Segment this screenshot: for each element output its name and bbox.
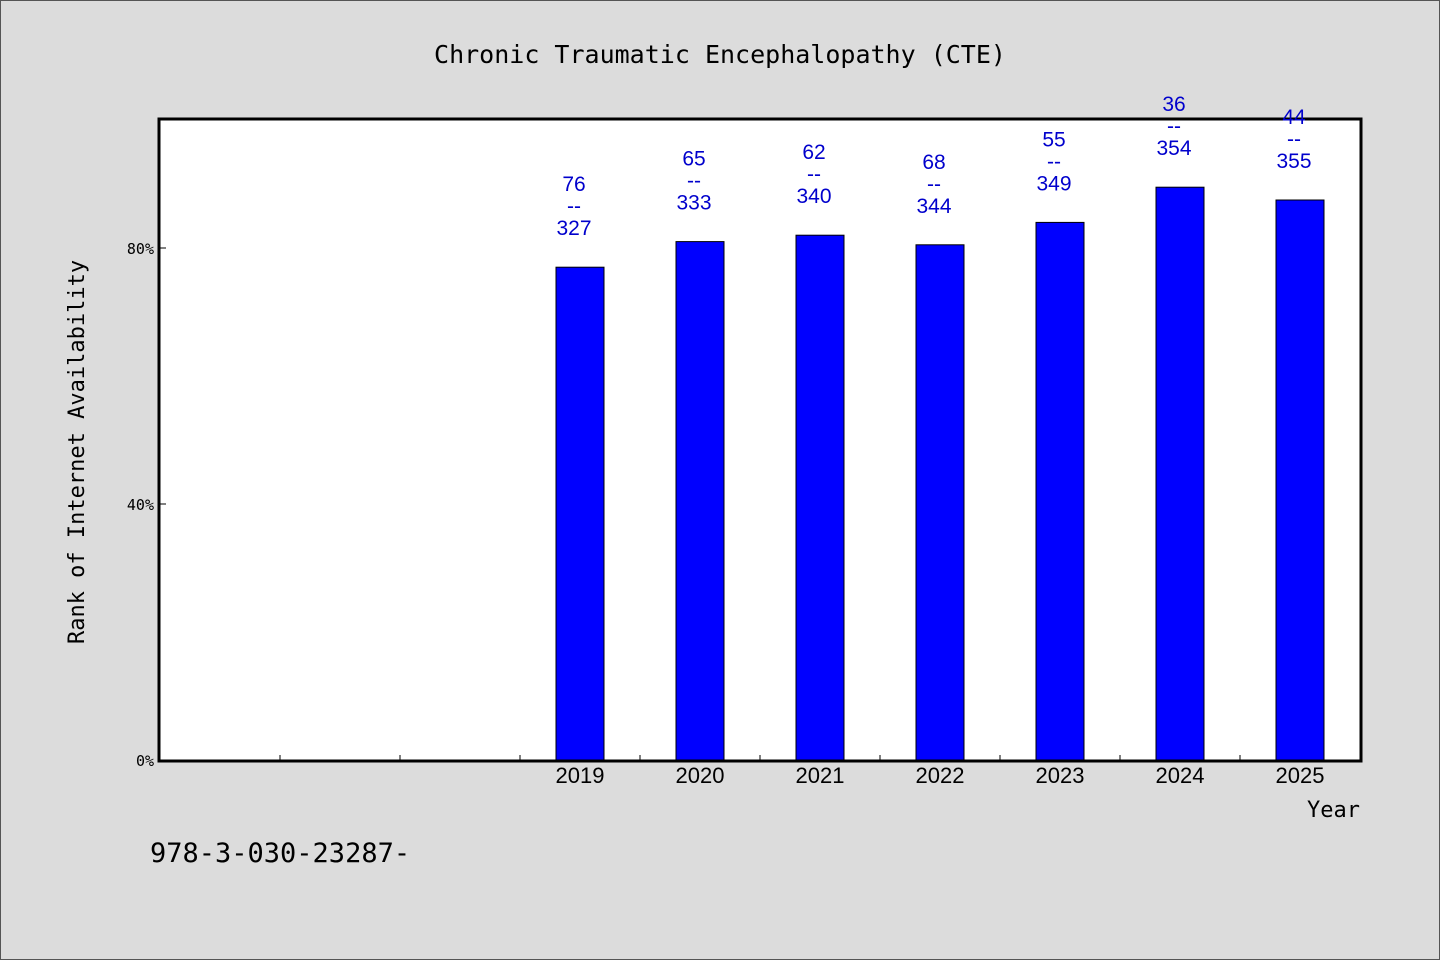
bar-data-label: 44 [1282, 106, 1306, 129]
bar-data-label: -- [927, 173, 941, 196]
x-tick-label: 2022 [916, 763, 965, 788]
bar-data-label: -- [567, 195, 581, 218]
bar-data-label: 62 [802, 141, 825, 164]
footer-isbn-text: 978-3-030-23287- [150, 838, 410, 869]
bar-data-label: -- [1287, 128, 1301, 151]
x-ticks-group: 2019 2020 2021 2022 2023 2024 2025 [279, 755, 1325, 788]
bar-data-label: 327 [556, 217, 591, 240]
bar-2024 [1155, 186, 1205, 761]
bar-data-label: 65 [682, 148, 705, 171]
bar-data-label: 68 [922, 151, 945, 174]
bar-labels-group: 76--32765--33362--34068--34455--34936--3… [556, 93, 1311, 240]
bar-2019 [555, 266, 605, 761]
bar-2023 [1035, 221, 1085, 761]
bars-group [555, 186, 1325, 761]
y-ticks-group: 0% 40% 80% [127, 240, 166, 770]
bar-data-label: -- [807, 163, 821, 186]
y-tick-label: 40% [127, 496, 154, 514]
bar-data-label: -- [1047, 150, 1061, 173]
bar-2020 [675, 241, 725, 761]
x-tick-label: 2024 [1156, 763, 1205, 788]
bar-data-label: 76 [562, 173, 585, 196]
chart-title: Chronic Traumatic Encephalopathy (CTE) [434, 40, 1006, 69]
bar-data-label: 340 [796, 185, 831, 208]
bar-data-label: 333 [676, 192, 711, 215]
bar-2025 [1275, 199, 1325, 761]
x-tick-label: 2025 [1276, 763, 1325, 788]
bar-data-label: 354 [1156, 137, 1191, 160]
bar-data-label: -- [1167, 115, 1181, 138]
bar-data-label: 55 [1042, 128, 1065, 151]
x-tick-label: 2021 [796, 763, 845, 788]
x-tick-label: 2019 [556, 763, 605, 788]
bar-2022 [915, 244, 965, 761]
x-tick-label: 2023 [1036, 763, 1085, 788]
y-axis-label: Rank of Internet Availability [65, 260, 90, 644]
bar-data-label: 344 [916, 195, 951, 218]
bar-data-label: 36 [1162, 93, 1185, 116]
bar-data-label: -- [687, 170, 701, 193]
y-tick-label: 80% [127, 240, 154, 258]
y-tick-label: 0% [136, 752, 154, 770]
bar-data-label: 349 [1036, 172, 1071, 195]
x-axis-label: Year [1307, 798, 1360, 823]
bar-2021 [795, 234, 845, 761]
x-tick-label: 2020 [676, 763, 725, 788]
bar-data-label: 355 [1276, 150, 1311, 173]
